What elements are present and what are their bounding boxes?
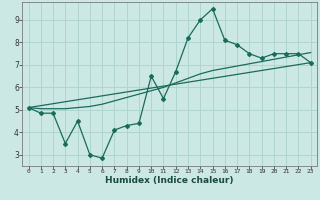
X-axis label: Humidex (Indice chaleur): Humidex (Indice chaleur) xyxy=(105,176,234,185)
